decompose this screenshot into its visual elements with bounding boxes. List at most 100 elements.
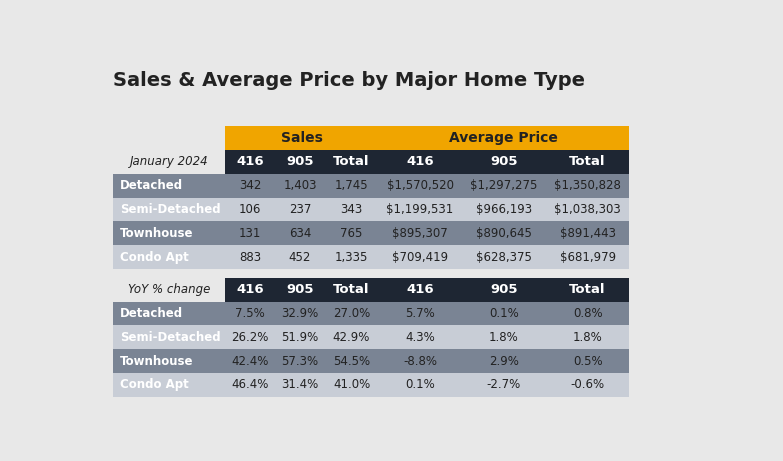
FancyBboxPatch shape xyxy=(462,245,546,269)
Text: 416: 416 xyxy=(406,283,434,296)
Text: 765: 765 xyxy=(341,227,363,240)
FancyBboxPatch shape xyxy=(226,174,275,198)
FancyBboxPatch shape xyxy=(462,198,546,221)
Text: Townhouse: Townhouse xyxy=(121,355,194,367)
Text: 0.1%: 0.1% xyxy=(406,378,435,391)
Text: Condo Apt: Condo Apt xyxy=(121,378,189,391)
Text: 1.8%: 1.8% xyxy=(572,331,602,344)
FancyBboxPatch shape xyxy=(378,245,462,269)
Text: 905: 905 xyxy=(287,155,314,168)
Text: Sales & Average Price by Major Home Type: Sales & Average Price by Major Home Type xyxy=(113,71,585,90)
FancyBboxPatch shape xyxy=(462,278,546,301)
FancyBboxPatch shape xyxy=(325,301,378,325)
Text: Townhouse: Townhouse xyxy=(121,227,194,240)
Text: 32.9%: 32.9% xyxy=(281,307,319,320)
Text: $895,307: $895,307 xyxy=(392,227,448,240)
FancyBboxPatch shape xyxy=(546,198,630,221)
Text: 57.3%: 57.3% xyxy=(281,355,319,367)
FancyBboxPatch shape xyxy=(226,278,275,301)
FancyBboxPatch shape xyxy=(226,150,275,174)
Text: 905: 905 xyxy=(490,155,518,168)
FancyBboxPatch shape xyxy=(546,245,630,269)
FancyBboxPatch shape xyxy=(113,174,226,198)
FancyBboxPatch shape xyxy=(546,349,630,373)
FancyBboxPatch shape xyxy=(325,174,378,198)
Text: Detached: Detached xyxy=(121,179,183,192)
Text: 634: 634 xyxy=(289,227,311,240)
Text: Detached: Detached xyxy=(121,307,183,320)
FancyBboxPatch shape xyxy=(462,349,546,373)
FancyBboxPatch shape xyxy=(378,373,462,397)
Text: Semi-Detached: Semi-Detached xyxy=(121,203,221,216)
FancyBboxPatch shape xyxy=(546,150,630,174)
Text: 0.1%: 0.1% xyxy=(489,307,518,320)
FancyBboxPatch shape xyxy=(113,221,226,245)
Text: $966,193: $966,193 xyxy=(476,203,532,216)
Text: 452: 452 xyxy=(289,251,311,264)
FancyBboxPatch shape xyxy=(325,349,378,373)
Text: 42.9%: 42.9% xyxy=(333,331,370,344)
FancyBboxPatch shape xyxy=(462,221,546,245)
FancyBboxPatch shape xyxy=(113,198,226,221)
Text: $709,419: $709,419 xyxy=(392,251,448,264)
FancyBboxPatch shape xyxy=(226,126,378,150)
FancyBboxPatch shape xyxy=(546,301,630,325)
Text: January 2024: January 2024 xyxy=(130,155,208,168)
FancyBboxPatch shape xyxy=(275,325,325,349)
Text: 106: 106 xyxy=(239,203,262,216)
FancyBboxPatch shape xyxy=(226,325,275,349)
Text: 0.8%: 0.8% xyxy=(573,307,602,320)
Text: 42.4%: 42.4% xyxy=(232,355,269,367)
FancyBboxPatch shape xyxy=(546,373,630,397)
FancyBboxPatch shape xyxy=(113,373,226,397)
FancyBboxPatch shape xyxy=(275,278,325,301)
Text: $1,297,275: $1,297,275 xyxy=(470,179,537,192)
FancyBboxPatch shape xyxy=(378,301,462,325)
FancyBboxPatch shape xyxy=(378,150,462,174)
FancyBboxPatch shape xyxy=(462,301,546,325)
FancyBboxPatch shape xyxy=(325,150,378,174)
FancyBboxPatch shape xyxy=(226,245,275,269)
Text: 416: 416 xyxy=(236,283,264,296)
FancyBboxPatch shape xyxy=(462,174,546,198)
Text: 883: 883 xyxy=(239,251,262,264)
FancyBboxPatch shape xyxy=(325,373,378,397)
Text: 1,335: 1,335 xyxy=(335,251,368,264)
FancyBboxPatch shape xyxy=(546,221,630,245)
FancyBboxPatch shape xyxy=(325,325,378,349)
FancyBboxPatch shape xyxy=(325,198,378,221)
FancyBboxPatch shape xyxy=(275,245,325,269)
Text: 46.4%: 46.4% xyxy=(232,378,269,391)
Text: 905: 905 xyxy=(490,283,518,296)
Text: -8.8%: -8.8% xyxy=(403,355,437,367)
Text: Total: Total xyxy=(569,155,606,168)
FancyBboxPatch shape xyxy=(462,150,546,174)
Text: $1,350,828: $1,350,828 xyxy=(554,179,621,192)
Text: -0.6%: -0.6% xyxy=(571,378,604,391)
FancyBboxPatch shape xyxy=(113,349,226,373)
Text: 1,745: 1,745 xyxy=(334,179,368,192)
FancyBboxPatch shape xyxy=(226,221,275,245)
FancyBboxPatch shape xyxy=(378,221,462,245)
FancyBboxPatch shape xyxy=(378,349,462,373)
Text: $891,443: $891,443 xyxy=(560,227,615,240)
FancyBboxPatch shape xyxy=(462,325,546,349)
Text: $1,038,303: $1,038,303 xyxy=(554,203,621,216)
Text: 41.0%: 41.0% xyxy=(333,378,370,391)
FancyBboxPatch shape xyxy=(226,349,275,373)
FancyBboxPatch shape xyxy=(275,174,325,198)
Text: $1,199,531: $1,199,531 xyxy=(387,203,453,216)
FancyBboxPatch shape xyxy=(325,221,378,245)
FancyBboxPatch shape xyxy=(275,301,325,325)
FancyBboxPatch shape xyxy=(378,325,462,349)
Text: Semi-Detached: Semi-Detached xyxy=(121,331,221,344)
FancyBboxPatch shape xyxy=(275,221,325,245)
Text: 7.5%: 7.5% xyxy=(236,307,265,320)
Text: 131: 131 xyxy=(239,227,262,240)
FancyBboxPatch shape xyxy=(113,301,226,325)
FancyBboxPatch shape xyxy=(226,198,275,221)
FancyBboxPatch shape xyxy=(378,126,630,150)
Text: Total: Total xyxy=(334,283,370,296)
FancyBboxPatch shape xyxy=(275,198,325,221)
Text: 905: 905 xyxy=(287,283,314,296)
